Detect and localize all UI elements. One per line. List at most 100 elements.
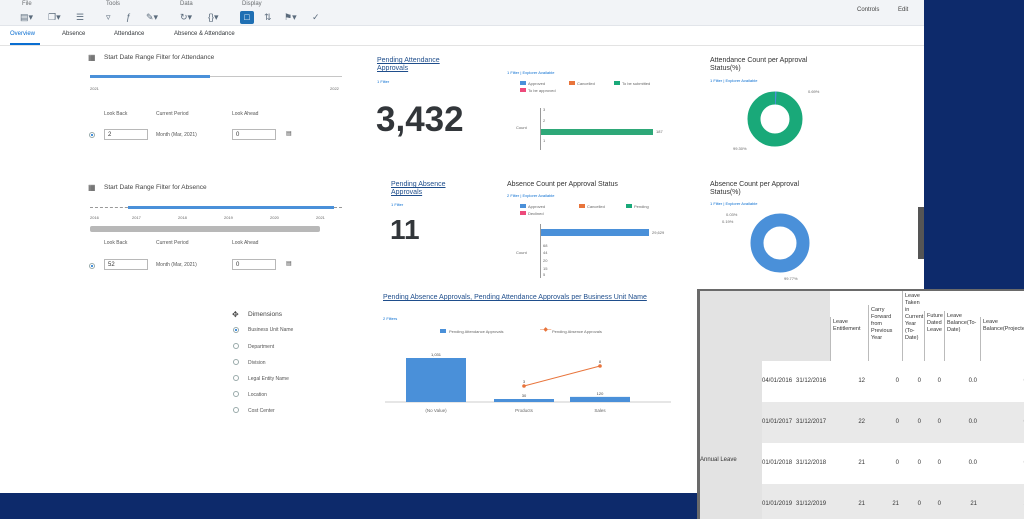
filter-link[interactable]: 1 Filter | Explorer Available [710,201,758,206]
filter-link[interactable]: 2 Filter | Explorer Available [507,193,555,198]
absence-lookahead-input[interactable]: 0 [232,259,276,270]
donut-slice-major [747,91,803,147]
filter-link[interactable]: 1 Filter | Explorer Available [710,78,758,83]
y-axis [540,224,541,278]
attendance-range-selection[interactable] [90,75,210,78]
attendance-bar[interactable] [541,129,653,135]
look-back-label: Look Back [104,240,128,246]
table-cell: 0 [917,501,921,507]
axis-label: Count [516,125,527,130]
absence-scrollbar[interactable] [90,226,320,232]
dimension-option[interactable]: Division [248,360,266,366]
check-circle-icon[interactable]: ✓ [312,12,320,22]
save-icon[interactable]: ▤▾ [20,12,34,22]
legend-line-marker: –◆– [540,327,552,333]
filter-link[interactable]: 1 Filter [391,202,404,207]
combo-chart-title[interactable]: Pending Absence Approvals, Pending Atten… [383,294,647,301]
table-cell: 01/01/2018 [762,460,793,466]
line-data-label: 3 [523,379,526,384]
combo-line-point [522,384,526,388]
attendance-donut[interactable] [740,84,810,154]
tab-attendance[interactable]: Attendance [114,31,145,37]
legend-swatch [579,204,585,208]
copy-icon[interactable]: ❐▾ [48,12,61,22]
combo-chart[interactable]: 1,031 (No Value) 30 Products 120 Sales 3 8 [383,340,673,425]
bar-data-label: 120 [597,391,604,396]
toolbar-group-label: File [22,1,32,7]
dimension-option[interactable]: Department [248,344,275,350]
absence-period-value: Month (Mar, 2021) [156,262,197,268]
table-cell: 01/01/2017 [762,419,793,425]
filter-link[interactable]: 2 Filters [383,316,398,321]
table-cell: 2 [980,501,1024,507]
absence-lookback-input[interactable]: 52 [104,259,148,270]
dimension-radio[interactable] [233,407,239,413]
filter-icon[interactable]: ▿ [106,12,111,22]
controls-link[interactable]: Controls [857,7,880,13]
legend-swatch [520,81,526,85]
page-tabs: Overview Absence Attendance Absence & At… [0,26,924,46]
dimension-option[interactable]: Legal Entity Name [248,376,289,382]
dimension-option[interactable]: Location [248,392,267,398]
table-cell: 0.0 [968,378,977,384]
refresh-icon[interactable]: ↻▾ [180,12,193,22]
dimension-radio[interactable] [233,343,239,349]
legend-swatch [520,211,526,215]
dimension-option[interactable]: Business Unit Name [248,327,294,333]
absence-donut[interactable] [745,208,815,278]
attendance-radio[interactable] [89,132,95,138]
pending-attendance-title[interactable]: Pending Attendance Approvals [377,57,440,72]
attendance-filter-title: Start Date Range Filter for Attendance [104,54,215,61]
absence-range-selection[interactable] [128,206,334,209]
absence-radio[interactable] [89,263,95,269]
dimension-radio[interactable] [233,391,239,397]
table-cell: 0 [980,460,1024,466]
range-end-label: 2022 [330,86,339,91]
year-tick: 2019 [224,215,233,220]
attendance-lookahead-input[interactable]: 0 [232,129,276,140]
table-cell: 0 [917,460,921,466]
legend-label: Cancelled [577,81,595,86]
pending-absence-title[interactable]: Pending Absence Approvals [391,181,446,196]
legend-label: Declined [528,211,544,216]
table-cell: 31/12/2017 [796,419,827,425]
dimension-radio[interactable] [233,375,239,381]
table-cell: 12 [858,378,865,384]
dimension-option[interactable]: Cost Center [248,408,275,414]
tab-absence[interactable]: Absence [62,31,86,37]
leave-balance-table: Leave Entitlement Carry Forward from Pre… [697,289,1024,519]
dimension-radio[interactable] [233,327,239,333]
legend-label: To be submitted [622,81,651,86]
attendance-pct-title: Attendance Count per Approval Status(%) [710,57,808,72]
attendance-lookback-input[interactable]: 2 [104,129,148,140]
table-cell: 21 [970,501,977,507]
data-label: 29,629 [652,230,665,235]
swap-icon[interactable]: ⇅ [264,12,272,22]
column-header: Leave Balance(To-Date) [944,311,980,361]
edit-link[interactable]: Edit [898,7,909,13]
bookmark-icon[interactable]: ⚑▾ [284,12,297,22]
attendance-range-track[interactable] [90,76,342,77]
bar-data-label: 30 [522,393,527,398]
formula-icon[interactable]: ƒ [126,12,132,22]
pen-icon[interactable]: ✎▾ [146,12,159,22]
scrollbar-handle[interactable] [918,207,924,259]
table-cell: 0 [895,419,899,425]
table-cell: 0 [937,460,941,466]
calendar-picker-icon[interactable]: ▤ [286,261,292,267]
calendar-picker-icon[interactable]: ▤ [286,131,292,137]
absence-bar[interactable] [541,229,649,236]
filter-link[interactable]: 1 Filter [377,79,390,84]
column-header: Leave Entitlement [830,317,868,361]
braces-icon[interactable]: {}▾ [208,12,219,22]
tab-overview[interactable]: Overview [10,31,36,37]
list-icon[interactable]: ☰ [76,12,85,22]
dimension-radio[interactable] [233,359,239,365]
look-ahead-label: Look Ahead [232,240,259,246]
tab-absence-attendance[interactable]: Absence & Attendance [174,31,235,37]
absence-pct-title: Absence Count per Approval Status(%) [710,181,800,196]
donut-label: 99.77% [784,276,798,281]
table-cell: 0 [895,378,899,384]
filter-link[interactable]: 1 Filter | Explorer Available [507,70,555,75]
comment-icon[interactable]: □ [240,11,254,24]
